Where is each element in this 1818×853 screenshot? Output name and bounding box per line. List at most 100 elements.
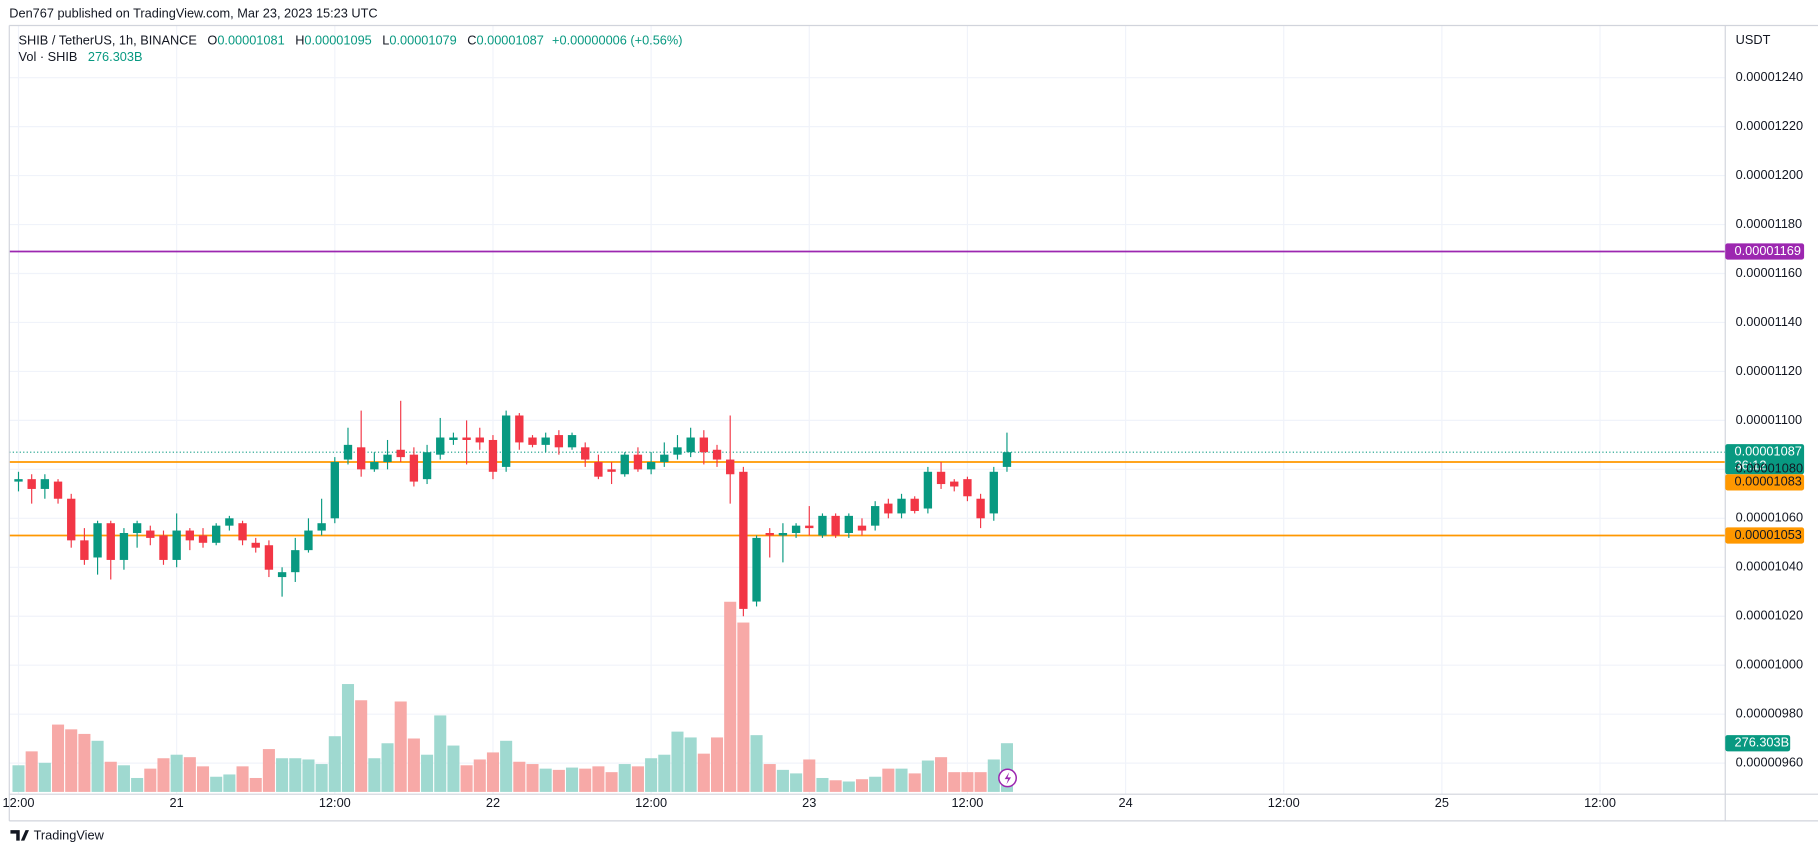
candle-body [805, 525, 814, 529]
candle-body [488, 439, 498, 472]
volume-bar [842, 781, 855, 792]
ohlc-label: C [467, 33, 476, 48]
volume-bar [249, 777, 262, 792]
volume-bar [710, 737, 724, 792]
candle-body [581, 447, 590, 460]
y-tick-label: 0.00001040 [1736, 559, 1803, 574]
volume-bar [618, 764, 631, 792]
volume-bar [869, 776, 882, 792]
open-value: 0.00001081 [217, 33, 284, 48]
volume-bar [421, 754, 434, 792]
candle-body [818, 515, 827, 536]
candle-body [765, 533, 774, 536]
volume-bar [434, 715, 447, 792]
candle-body [449, 437, 458, 440]
candle-body [857, 525, 867, 531]
volume-bar [315, 764, 328, 792]
y-tick-label: 0.00001220 [1736, 118, 1803, 133]
volume-bar [513, 761, 526, 792]
volume-bar [407, 738, 420, 792]
volume-bar [790, 773, 803, 792]
price-tag-label: 0.00001083 [1735, 474, 1802, 489]
y-tick-label: 0.00001060 [1736, 510, 1803, 525]
candle-body [396, 449, 405, 458]
volume-bar [25, 751, 38, 792]
x-tick-label: 21 [170, 795, 184, 810]
price-tag [1725, 527, 1805, 544]
volume-bar [52, 724, 65, 792]
high-value: 0.00001095 [304, 33, 371, 48]
candle-body [646, 462, 656, 470]
volume-bar [355, 700, 368, 792]
volume-bar [144, 768, 157, 792]
volume-bar [447, 745, 460, 792]
y-tick-label: 0.00000960 [1736, 755, 1803, 770]
volume-bar [566, 767, 579, 792]
volume-bar [750, 735, 763, 792]
candle-body [40, 479, 50, 489]
x-tick-label: 12:00 [319, 795, 351, 810]
candle-body [554, 435, 564, 448]
volume-bar [763, 764, 776, 792]
volume-bar [328, 736, 341, 792]
candle-body [712, 449, 722, 460]
volume-bar [671, 731, 684, 792]
candle-body [225, 518, 234, 526]
candle-body [870, 506, 880, 526]
volume-bar [697, 753, 710, 792]
x-tick-label: 12:00 [1584, 795, 1616, 810]
candle-body [291, 550, 300, 573]
y-tick-label: 0.00001140 [1736, 314, 1802, 329]
volume-bar [381, 743, 394, 792]
candle-body [567, 435, 577, 448]
alert-bolt [1004, 772, 1012, 785]
volume-bar [605, 772, 618, 792]
y-tick-label: 0.00001180 [1736, 216, 1802, 231]
volume-bar [526, 764, 539, 792]
candle-body [528, 437, 537, 445]
volume-bar [104, 761, 117, 792]
price-tag-label: 0.00001053 [1735, 527, 1802, 542]
candle-body [383, 454, 392, 463]
volume-bar [895, 768, 908, 792]
candle-body [251, 542, 260, 548]
price-tags: 0.0000108736:120.000011690.000010830.000… [1725, 243, 1805, 752]
symbol: SHIB / TetherUS, 1h, BINANCE [19, 33, 197, 48]
volume-bar [262, 749, 275, 792]
volume-bar [974, 772, 987, 792]
volume-bar [658, 754, 671, 792]
volume-bar [579, 768, 592, 792]
candle-body [330, 462, 339, 519]
candle-body [726, 459, 735, 475]
volume-bar [223, 774, 236, 792]
candle-body [594, 462, 603, 477]
candle-body [317, 523, 326, 531]
candle-body [370, 462, 379, 470]
volume-bar [289, 758, 302, 792]
candle-body [897, 498, 906, 514]
volume-bar [38, 762, 51, 792]
candle-body [844, 515, 853, 534]
footer-logo: TradingView [10, 827, 105, 842]
candle-body [831, 515, 840, 536]
ohlc-label: H [295, 33, 304, 48]
volume-bar [486, 752, 499, 792]
candle-body [515, 415, 524, 443]
candle-body [119, 533, 129, 560]
volume-bar [91, 740, 104, 792]
last-price-label: 0.00001087 [1735, 444, 1802, 459]
candle-body [884, 503, 893, 514]
volume-tag-label: 276.303B [1735, 735, 1790, 750]
candle-body [936, 471, 946, 485]
ohlc-label: L [382, 33, 389, 48]
volume-bar [500, 740, 513, 792]
price-tag [1725, 243, 1805, 260]
y-tick-label: 0.00001080 [1736, 461, 1803, 476]
volume-bar [341, 684, 355, 792]
volume-bar [724, 601, 737, 792]
volume-tag [1725, 735, 1791, 752]
candle-body [277, 572, 287, 578]
